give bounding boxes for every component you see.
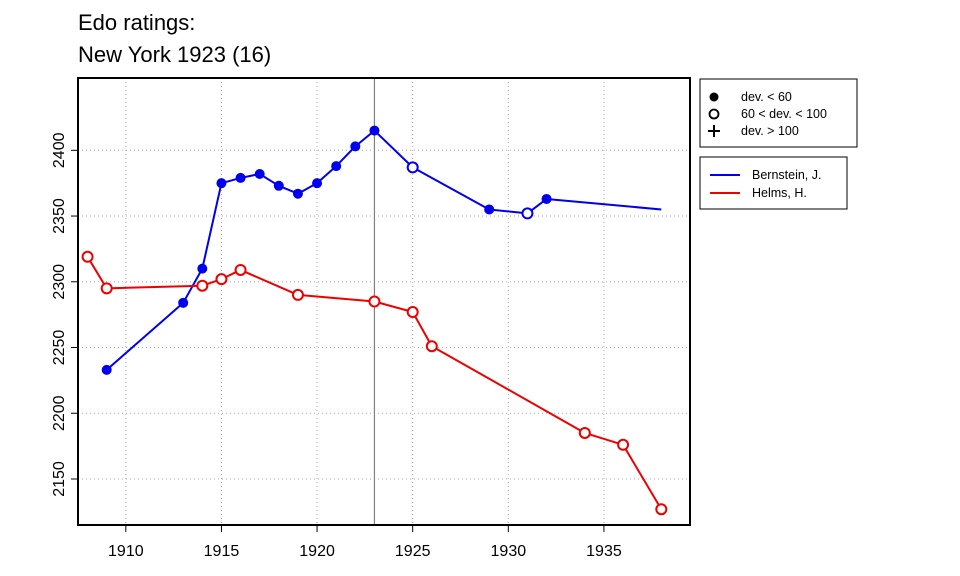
filled-circle-icon — [709, 92, 719, 102]
data-point — [368, 295, 381, 308]
data-point — [312, 178, 323, 189]
data-point — [406, 161, 419, 174]
data-point — [216, 178, 227, 189]
y-tick-label: 2250 — [51, 330, 68, 366]
y-tick-label: 2300 — [51, 264, 68, 300]
x-tick-label: 1930 — [491, 543, 527, 560]
data-point — [617, 438, 630, 451]
data-point — [292, 188, 303, 199]
x-tick-label: 1910 — [108, 543, 144, 560]
data-point — [291, 288, 304, 301]
chart-subtitle: New York 1923 (16) — [78, 42, 271, 67]
plot-frame — [77, 77, 691, 526]
series-legend-label-2: Helms, H. — [752, 186, 807, 200]
y-axis: 2150 2200 2250 2300 2350 2400 — [51, 132, 78, 497]
y-tick-label: 2400 — [51, 132, 68, 168]
series-helms — [81, 250, 668, 516]
series-bernstein — [101, 125, 662, 375]
x-tick-label: 1920 — [299, 543, 335, 560]
y-tick-label: 2150 — [51, 461, 68, 497]
data-point — [101, 364, 112, 375]
marker-legend: dev. < 60 60 < dev. < 100 dev. > 100 — [699, 78, 858, 148]
data-point — [655, 503, 668, 516]
series-legend-box — [699, 156, 848, 210]
data-point — [484, 204, 495, 215]
marker-legend-box — [699, 78, 858, 148]
data-point — [81, 250, 94, 263]
grid — [78, 78, 690, 525]
series-layer — [81, 125, 668, 516]
data-point — [196, 279, 209, 292]
series-legend-label-1: Bernstein, J. — [752, 168, 821, 182]
y-tick-label: 2350 — [51, 198, 68, 234]
series-line — [106, 129, 662, 371]
x-axis: 1910 1915 1920 1925 1930 1935 — [108, 524, 622, 560]
data-point — [541, 193, 552, 204]
y-tick-label: 2200 — [51, 395, 68, 431]
data-point — [254, 168, 265, 179]
data-point — [425, 340, 438, 353]
x-tick-label: 1925 — [395, 543, 431, 560]
data-point — [406, 306, 419, 319]
data-point — [521, 207, 534, 220]
series-legend: Bernstein, J. Helms, H. — [699, 156, 848, 210]
marker-legend-label-3: dev. > 100 — [741, 124, 799, 138]
data-point — [234, 263, 247, 276]
data-point — [331, 161, 342, 172]
plus-icon — [708, 125, 720, 137]
series-line — [86, 256, 663, 510]
data-point — [178, 297, 189, 308]
open-circle-icon — [708, 108, 720, 120]
marker-legend-label-1: dev. < 60 — [741, 90, 792, 104]
data-point — [273, 180, 284, 191]
data-point — [369, 125, 380, 136]
x-tick-label: 1935 — [586, 543, 622, 560]
data-point — [578, 426, 591, 439]
data-point — [350, 141, 361, 152]
x-tick-label: 1915 — [204, 543, 240, 560]
data-point — [197, 263, 208, 274]
data-point — [235, 172, 246, 183]
marker-legend-label-2: 60 < dev. < 100 — [741, 107, 827, 121]
data-point — [100, 282, 113, 295]
chart-title: Edo ratings: — [78, 10, 195, 35]
data-point — [215, 273, 228, 286]
